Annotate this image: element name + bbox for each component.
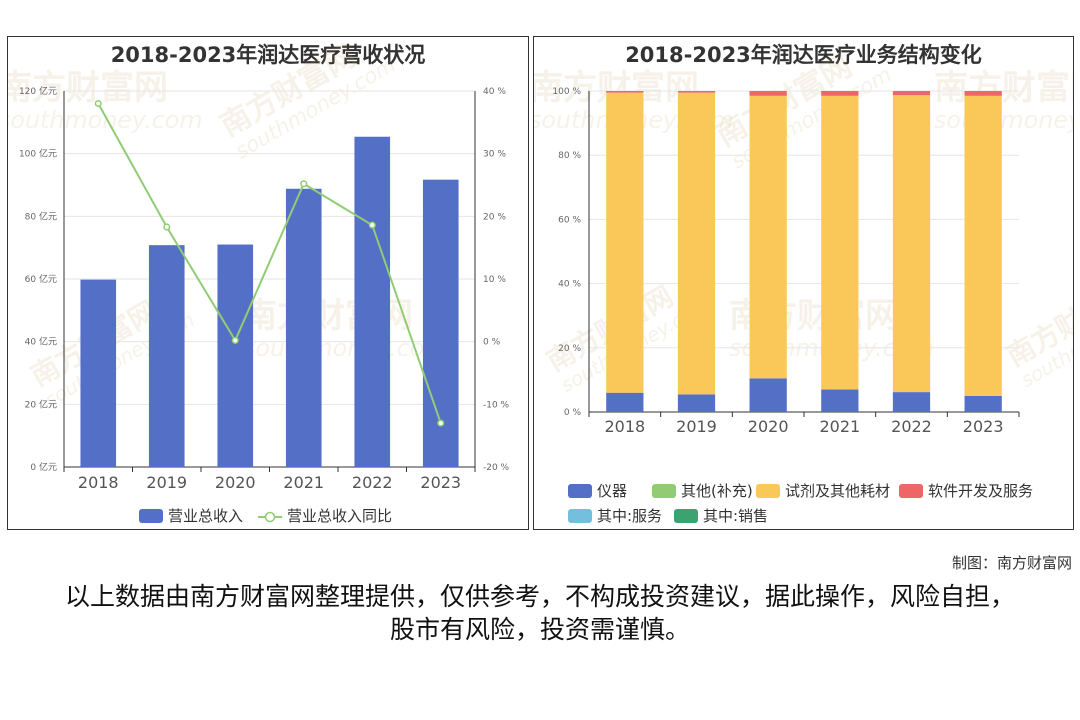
- yoy-point-2023: [437, 419, 445, 427]
- legend-swatch-5: [674, 509, 698, 523]
- legend-label-revenue: 营业总收入: [168, 507, 243, 525]
- x-tick-label: 2021: [819, 417, 860, 436]
- bar-试剂及其他耗材-2020: [749, 95, 787, 379]
- legend-label-2: 试剂及其他耗材: [785, 482, 890, 500]
- legend-label-5: 其中:销售: [703, 507, 768, 525]
- watermark-text: 南方财富网: [8, 68, 168, 108]
- bar-仪器-2021: [821, 389, 859, 412]
- revenue-chart-panel: 2018-2023年润达医疗营收状况 南方财富网 southmoney.com 南方…: [7, 36, 529, 530]
- legend-swatch-3: [899, 484, 923, 498]
- structure-chart-panel: 2018-2023年润达医疗业务结构变化 南方财富网 southmoney.com…: [533, 36, 1074, 530]
- y-tick-label: 0 亿元: [30, 461, 57, 473]
- bar-软件开发及服务-2019: [677, 91, 716, 93]
- bar-仪器-2022: [892, 392, 931, 412]
- x-tick-label: 2022: [891, 417, 932, 436]
- y-tick-label: 0 %: [564, 408, 582, 418]
- y2-tick-label: -20 %: [483, 463, 510, 473]
- yoy-point-2022: [368, 221, 376, 229]
- bar-软件开发及服务-2022: [892, 91, 931, 96]
- bar-试剂及其他耗材-2022: [892, 95, 931, 393]
- legend-swatch-2: [756, 484, 780, 498]
- y2-tick-label: 40 %: [483, 87, 506, 97]
- bar-2021: [285, 188, 322, 467]
- legend-label-0: 仪器: [597, 482, 627, 500]
- x-tick-label: 2020: [215, 473, 256, 492]
- y2-tick-label: -10 %: [483, 400, 510, 410]
- y2-tick-label: 0 %: [483, 338, 501, 348]
- y2-tick-label: 10 %: [483, 275, 506, 285]
- x-tick-label: 2022: [352, 473, 393, 492]
- y-tick-label: 20 %: [558, 344, 581, 354]
- legend-marker-yoy: [264, 511, 276, 523]
- legend-label-1: 其他(补充): [681, 482, 753, 500]
- x-tick-label: 2020: [748, 417, 789, 436]
- bar-试剂及其他耗材-2019: [677, 92, 716, 395]
- watermark-subtext: southmoney.com: [243, 334, 448, 362]
- y-tick-label: 120 亿元: [19, 85, 57, 97]
- y-tick-label: 80 亿元: [25, 210, 57, 222]
- bar-2023: [422, 179, 459, 467]
- x-tick-label: 2023: [963, 417, 1004, 436]
- bar-软件开发及服务-2021: [821, 91, 859, 96]
- legend-swatch-0: [568, 484, 592, 498]
- y-tick-label: 40 %: [558, 280, 581, 290]
- legend-label-4: 其中:服务: [597, 507, 662, 525]
- bar-仪器-2023: [964, 395, 1002, 412]
- legend-label-yoy: 营业总收入同比: [287, 507, 392, 525]
- bar-2022: [354, 136, 391, 467]
- bar-仪器-2019: [677, 394, 716, 412]
- yoy-point-2019: [163, 223, 171, 231]
- y-tick-label: 20 亿元: [25, 398, 57, 410]
- legend-label-3: 软件开发及服务: [928, 482, 1033, 500]
- chart-credit: 制图：南方财富网: [951, 554, 1072, 572]
- bar-仪器-2018: [606, 392, 644, 412]
- bar-仪器-2020: [749, 378, 787, 412]
- structure-chart-title: 2018-2023年润达医疗业务结构变化: [625, 43, 982, 67]
- y-tick-label: 60 亿元: [25, 273, 57, 285]
- yoy-line: [97, 103, 442, 424]
- bar-试剂及其他耗材-2018: [606, 92, 644, 393]
- bar-试剂及其他耗材-2021: [821, 95, 859, 390]
- legend-swatch-revenue: [139, 509, 163, 523]
- y-tick-label: 60 %: [558, 215, 581, 225]
- x-tick-label: 2023: [420, 473, 461, 492]
- x-tick-label: 2019: [146, 473, 187, 492]
- watermark-text: 南方财富网: [934, 68, 1074, 108]
- yoy-point-2021: [300, 180, 308, 188]
- y-tick-label: 100 亿元: [19, 148, 57, 160]
- structure-chart-svg: 南方财富网southmoney.com南方财富网southmoney.com南方…: [534, 49, 1074, 525]
- bar-软件开发及服务-2018: [606, 91, 644, 93]
- y2-tick-label: 30 %: [483, 150, 506, 160]
- watermark-subtext: southmoney.com: [934, 106, 1074, 134]
- disclaimer-text: 以上数据由南方财富网整理提供，仅供参考，不构成投资建议，据此操作，风险自担，股市…: [64, 582, 1015, 644]
- bar-2020: [217, 244, 254, 467]
- y2-tick-label: 20 %: [483, 212, 506, 222]
- legend-swatch-1: [652, 484, 676, 498]
- y-tick-label: 100 %: [552, 87, 581, 97]
- x-tick-label: 2018: [78, 473, 119, 492]
- x-tick-label: 2021: [283, 473, 324, 492]
- bar-2018: [80, 279, 117, 467]
- legend-swatch-4: [568, 509, 592, 523]
- x-tick-label: 2018: [604, 417, 645, 436]
- yoy-point-2018: [94, 99, 102, 108]
- x-tick-label: 2019: [676, 417, 717, 436]
- yoy-point-2020: [231, 336, 239, 344]
- bar-软件开发及服务-2020: [749, 91, 787, 96]
- revenue-chart-title: 2018-2023年润达医疗营收状况: [110, 43, 426, 67]
- y-tick-label: 80 %: [558, 151, 581, 161]
- bar-试剂及其他耗材-2023: [964, 95, 1002, 396]
- bar-2019: [148, 245, 185, 467]
- y-tick-label: 40 亿元: [25, 336, 57, 348]
- bar-软件开发及服务-2023: [964, 91, 1002, 96]
- watermark-subtext: southmoney.com: [8, 106, 203, 134]
